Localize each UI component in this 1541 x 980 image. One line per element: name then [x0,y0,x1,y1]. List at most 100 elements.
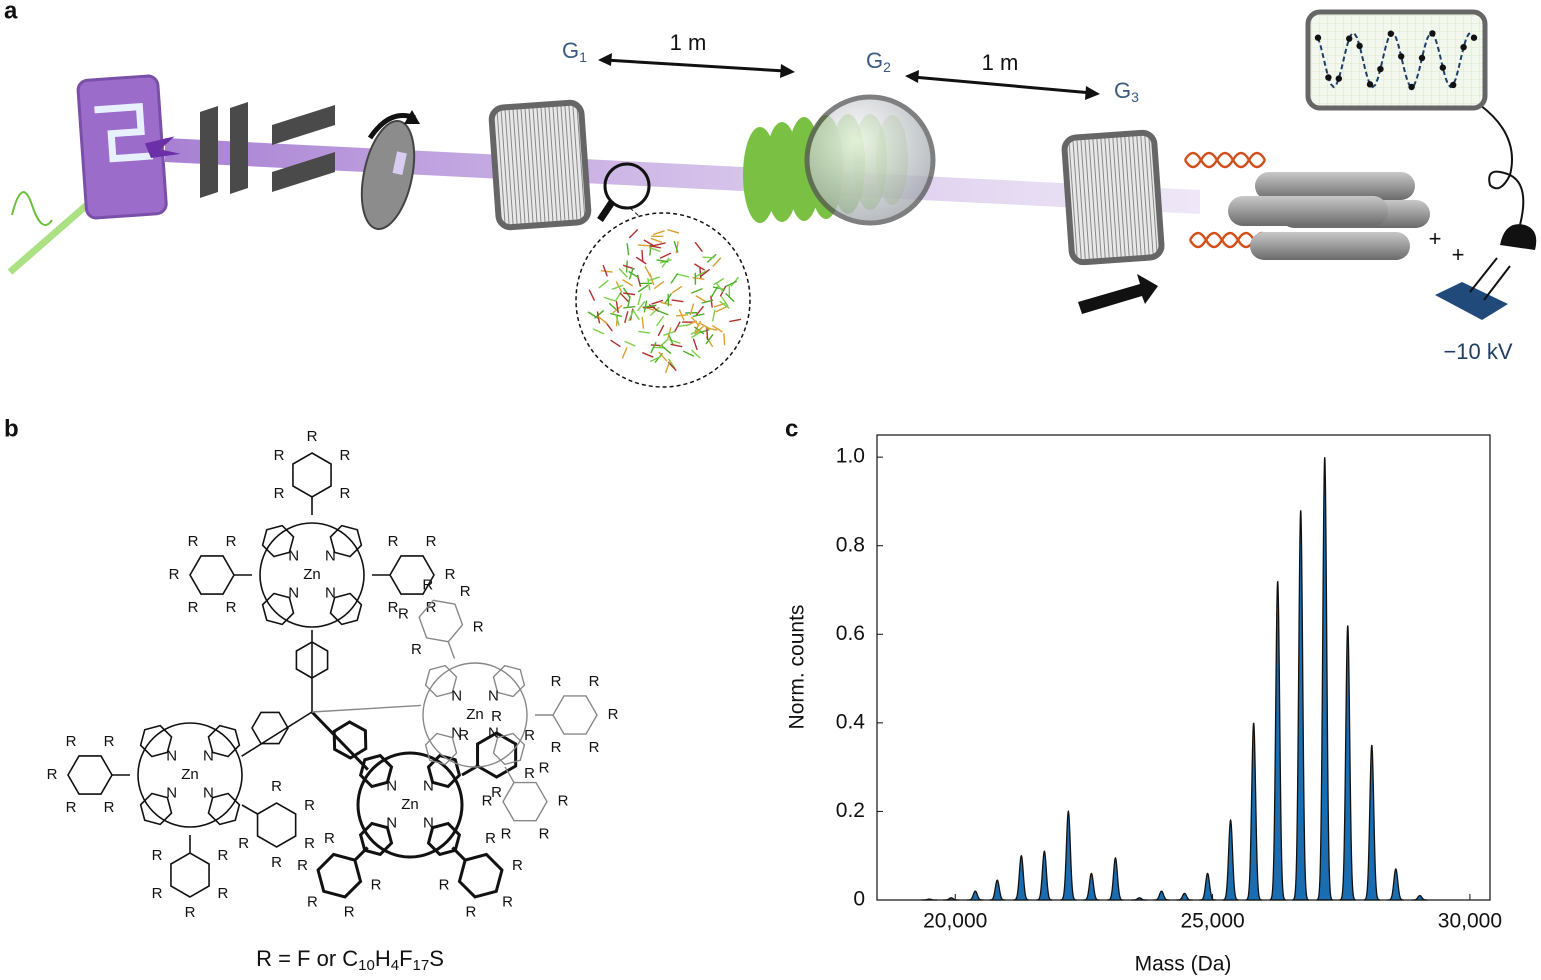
substituent-label: R [460,583,471,600]
x-tick-label: 20,000 [923,910,987,933]
bond [656,259,669,263]
fringe-dot [1387,30,1395,37]
ring [492,664,526,698]
substituent-label: R [169,566,180,583]
substituent-label: R [502,894,513,911]
ring [424,732,458,766]
bond [658,351,668,362]
nitrogen-label: N [203,748,214,765]
y-tick-label: 0.4 [836,710,866,733]
ring [426,821,462,857]
formula-part: H [375,946,391,971]
formula: R = F or C10H4F17S [256,946,444,974]
chopper [360,119,416,231]
bond [619,292,630,303]
substituent-label: R [339,485,350,502]
label-main: G [562,38,579,63]
label-sub: 3 [1131,89,1139,105]
distance-label: 1 m [982,50,1019,75]
bond [648,246,661,253]
bond [635,256,647,265]
bond [723,333,726,346]
substituent-label: R [304,797,315,814]
substituent-label: R [539,825,550,842]
metal-label: Zn [303,566,321,583]
bond [594,309,605,319]
ring [139,792,173,826]
bond [638,330,651,334]
bond [705,327,718,331]
ring [316,852,363,899]
bond [663,330,676,336]
peak [1292,510,1310,901]
peak [1199,872,1216,901]
substituent-label: R [274,485,285,502]
bond [451,846,467,862]
y-tick-label: 0.6 [836,622,865,645]
fringe-dot [1470,34,1478,41]
bond [691,287,703,294]
y-tick-label: 0.2 [836,799,865,822]
interference-fringes [1314,30,1478,91]
ring [332,720,368,760]
bond [719,300,730,309]
nitrogen-label: N [423,778,434,795]
grating-label: G1 [562,38,587,65]
substituent-label: R [217,885,228,902]
y-tick-label: 1.0 [836,445,865,468]
substituent-label: R [551,673,562,690]
bond [691,349,701,359]
bond [661,345,672,355]
arrow-heads [598,53,1100,100]
peak [1013,854,1030,901]
scan-arrow [1078,274,1158,314]
panel-c: c Mass (Da) Norm. counts 0 0.2 0.4 0.6 0.8 1.… [785,415,1502,975]
ring [329,592,363,626]
substituent-label: R [104,799,115,816]
bond [713,277,725,286]
bond [725,280,738,287]
substituent-label: R [422,576,433,593]
quadrupole-rods [1228,172,1430,260]
source [76,74,181,220]
voltage-label: −10 kV [1443,339,1512,364]
bond [671,299,684,303]
bond [632,309,640,321]
substituent-label: R [344,903,355,920]
fringe-dot [1325,74,1332,81]
distance-label: 1 m [670,30,707,55]
bond [623,305,636,309]
molecular-beam [165,138,1200,214]
bond [667,358,676,370]
ring [492,732,526,766]
fringe-dot [1356,42,1363,50]
linker-bond [310,710,369,771]
substituent-label: R [307,428,318,445]
bond [676,314,689,317]
bond [710,286,719,298]
bond [711,324,723,333]
ring [358,821,394,857]
panel-a: a + + −10 kV G1 1 m G2 [4,0,1537,388]
bond [602,264,608,277]
bond [695,270,707,278]
formula-sub: 10 [358,957,375,974]
substituent-label: R [226,533,237,550]
bond [641,250,644,263]
substituent-label: R [66,733,77,750]
label-sub: 1 [579,49,587,65]
panel-label: c [785,415,798,442]
bond [623,292,636,296]
bond [643,239,655,247]
panel-label: b [4,415,19,442]
formula-part: S [429,946,444,971]
fringe-dot [1398,53,1405,60]
ring [457,852,504,899]
fringe-dot [1439,64,1447,71]
bond [241,804,258,815]
substituent-label: R [411,641,422,658]
substituent-label: R [304,835,315,852]
bond [675,241,679,254]
bond [659,252,672,259]
bond [628,270,640,279]
